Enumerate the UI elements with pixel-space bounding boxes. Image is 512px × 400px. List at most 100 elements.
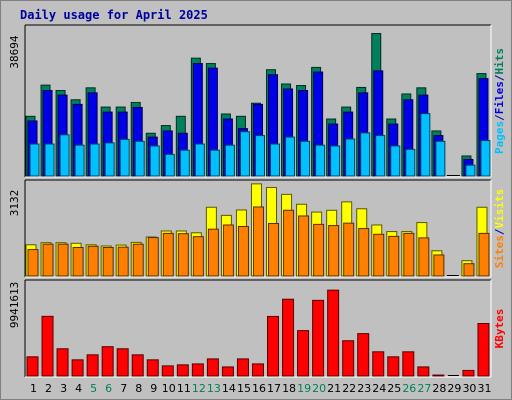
bar-pages-day-10 — [164, 153, 175, 177]
bar-pages-day-20 — [315, 144, 326, 177]
bar-sites-day-18 — [283, 209, 295, 277]
bar-sites-day-23 — [358, 228, 370, 277]
bar-kbytes-day-19 — [297, 330, 310, 377]
ymax-label-text: 3132 — [8, 190, 21, 217]
bar-pages-day-26 — [405, 148, 416, 177]
bar-pages-day-18 — [285, 136, 296, 177]
bar-sites-day-27 — [418, 237, 430, 277]
x-label-day-27: 27 — [417, 382, 431, 395]
bar-sites-day-20 — [313, 223, 325, 277]
bar-pages-day-9 — [149, 145, 160, 177]
bar-sites-day-11 — [177, 233, 189, 277]
bar-pages-day-2 — [44, 143, 55, 177]
ymax-label-sites-visits: 3132 — [8, 190, 21, 217]
x-label-day-5: 5 — [90, 382, 97, 395]
bar-sites-day-7 — [117, 246, 129, 277]
bar-pages-day-16 — [254, 135, 265, 177]
ymax-label-kbytes: 9941613 — [8, 282, 21, 328]
bar-pages-day-11 — [179, 149, 190, 177]
x-label-day-22: 22 — [342, 382, 356, 395]
x-label-day-15: 15 — [237, 382, 251, 395]
bar-sites-day-25 — [388, 235, 400, 277]
x-label-day-2: 2 — [45, 382, 52, 395]
series-label-part: Files — [493, 81, 506, 114]
bar-pages-day-3 — [59, 134, 70, 177]
series-label-sites-visits: Sites/Visits — [493, 189, 506, 269]
x-label-day-30: 30 — [462, 382, 476, 395]
bar-pages-day-4 — [74, 144, 85, 177]
x-label-day-7: 7 — [120, 382, 127, 395]
series-label-text: KBytes — [493, 309, 506, 349]
bar-sites-day-24 — [373, 233, 385, 277]
ymax-label-text: 38694 — [8, 35, 21, 68]
bar-pages-day-7 — [119, 138, 130, 177]
chart-title: Daily usage for April 2025 — [20, 8, 208, 22]
x-label-day-14: 14 — [222, 382, 236, 395]
x-label-day-19: 19 — [297, 382, 311, 395]
bar-kbytes-day-15 — [236, 358, 249, 377]
bar-kbytes-day-3 — [56, 348, 69, 377]
series-label-part: / — [493, 114, 506, 121]
bar-pages-day-23 — [360, 132, 371, 177]
bar-pages-day-6 — [104, 142, 115, 177]
bar-sites-day-8 — [132, 243, 144, 277]
x-label-day-17: 17 — [267, 382, 281, 395]
ymax-label-hits-files-pages: 38694 — [8, 35, 21, 68]
bar-pages-day-14 — [224, 144, 235, 177]
bar-pages-day-30 — [465, 164, 476, 177]
x-label-day-18: 18 — [282, 382, 296, 395]
bar-kbytes-day-31 — [477, 323, 490, 377]
bar-pages-day-12 — [194, 143, 205, 177]
bar-kbytes-day-29 — [447, 375, 459, 376]
x-label-day-9: 9 — [150, 382, 157, 395]
bar-pages-day-27 — [420, 113, 431, 177]
bar-pages-day-22 — [345, 138, 356, 177]
bar-kbytes-day-8 — [131, 354, 144, 377]
x-label-day-26: 26 — [402, 382, 416, 395]
bar-sites-day-28 — [433, 254, 445, 277]
bar-kbytes-day-5 — [86, 354, 99, 377]
x-label-day-21: 21 — [327, 382, 341, 395]
bar-sites-day-21 — [328, 225, 340, 277]
bar-pages-day-24 — [375, 135, 386, 177]
bar-sites-day-3 — [57, 243, 69, 277]
x-label-day-16: 16 — [252, 382, 266, 395]
bar-kbytes-day-12 — [191, 363, 204, 377]
bar-sites-day-30 — [463, 263, 475, 277]
bar-kbytes-day-26 — [402, 351, 415, 377]
series-label-part: Visits — [493, 189, 506, 229]
bar-kbytes-day-1 — [26, 356, 39, 377]
bar-pages-day-21 — [330, 145, 341, 177]
bar-kbytes-day-23 — [357, 333, 370, 377]
bar-pages-day-1 — [29, 143, 40, 177]
bar-sites-day-2 — [42, 243, 54, 277]
bar-kbytes-day-20 — [312, 299, 325, 377]
bar-kbytes-day-7 — [116, 348, 129, 377]
bar-kbytes-day-24 — [372, 351, 385, 377]
bar-sites-day-12 — [192, 236, 204, 277]
bar-sites-day-15 — [237, 225, 249, 277]
bar-pages-day-28 — [435, 140, 446, 177]
bar-kbytes-day-6 — [101, 346, 114, 377]
ymax-label-text: 9941613 — [8, 282, 21, 328]
bar-sites-day-29 — [448, 275, 459, 276]
bar-pages-day-29 — [450, 175, 460, 176]
panel-hits-files-pages: 38694 Pages/Files/Hits — [8, 24, 506, 178]
bar-kbytes-day-11 — [176, 364, 189, 377]
series-label-hits-files-pages: Pages/Files/Hits — [493, 48, 506, 154]
bar-sites-day-9 — [147, 237, 159, 277]
bar-kbytes-day-4 — [71, 359, 84, 377]
x-label-day-29: 29 — [447, 382, 461, 395]
bar-sites-day-13 — [207, 228, 219, 277]
series-label-text: Pages/Files/Hits — [493, 48, 506, 154]
bar-sites-day-16 — [252, 206, 264, 277]
bar-kbytes-day-10 — [161, 365, 174, 377]
x-label-day-20: 20 — [312, 382, 326, 395]
x-label-day-11: 11 — [177, 382, 191, 395]
bar-sites-day-17 — [268, 222, 280, 277]
bar-pages-day-19 — [300, 140, 311, 177]
x-label-day-28: 28 — [432, 382, 446, 395]
x-label-day-31: 31 — [477, 382, 491, 395]
x-label-day-10: 10 — [162, 382, 176, 395]
